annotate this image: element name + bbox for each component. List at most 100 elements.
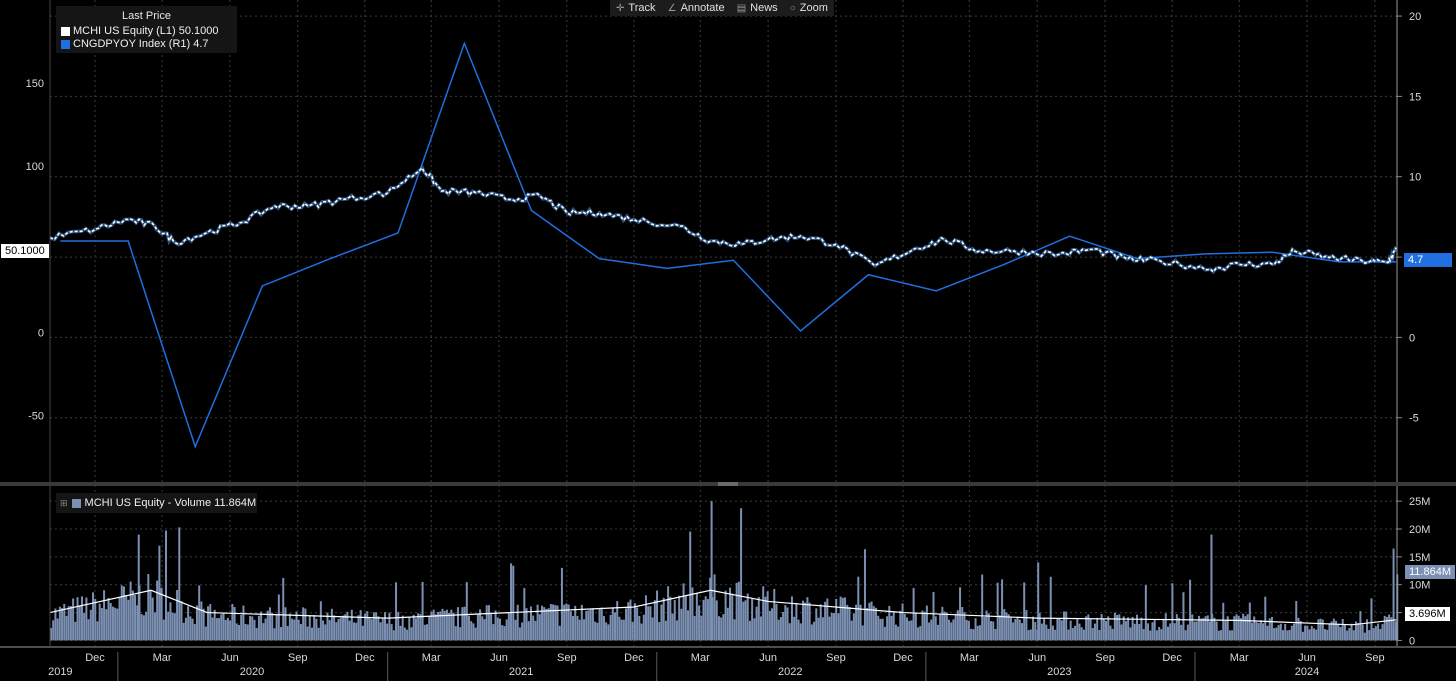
- volume-bar: [1113, 612, 1116, 641]
- volume-bar: [735, 582, 738, 641]
- volume-bar: [917, 627, 920, 641]
- volume-bar: [897, 626, 900, 641]
- volume-bar: [832, 612, 835, 641]
- panel-resize-handle[interactable]: [718, 482, 738, 486]
- expand-icon[interactable]: ⊞: [60, 497, 68, 508]
- volume-bar: [967, 620, 970, 641]
- volume-legend-swatch: [71, 498, 81, 508]
- volume-bar: [92, 592, 95, 641]
- volume-bar: [684, 595, 687, 641]
- volume-bar: [386, 623, 389, 641]
- news-button[interactable]: ▤ News: [737, 2, 778, 14]
- volume-bar: [1009, 616, 1012, 641]
- volume-bar: [483, 619, 486, 641]
- volume-bar: [1029, 629, 1032, 641]
- volume-bar: [565, 603, 568, 641]
- volume-bar: [452, 612, 455, 641]
- volume-bar: [202, 608, 205, 641]
- volume-bar: [1107, 616, 1110, 641]
- volume-bar: [1100, 614, 1103, 641]
- volume-bar: [437, 611, 440, 641]
- volume-bar: [722, 614, 725, 641]
- volume-legend-label: MCHI US Equity - Volume 11.864M: [84, 497, 257, 509]
- volume-bar: [642, 614, 645, 641]
- volume-bar: [764, 596, 767, 641]
- volume-bar: [675, 620, 678, 641]
- volume-peak-bar: [1392, 548, 1395, 641]
- volume-bar: [883, 626, 886, 641]
- volume-bar: [399, 625, 402, 641]
- volume-bar: [848, 606, 851, 641]
- volume-bar: [1324, 629, 1327, 641]
- track-button[interactable]: ✛ Track: [616, 2, 655, 14]
- volume-bar: [1096, 617, 1099, 641]
- volume-bar: [855, 604, 858, 641]
- volume-bar: [808, 602, 811, 641]
- volume-bar: [1388, 614, 1391, 641]
- magnifier-icon: ○: [789, 2, 796, 14]
- volume-bar: [383, 612, 386, 641]
- volume-bar: [678, 595, 681, 641]
- volume-bar: [1295, 601, 1298, 641]
- volume-bar: [662, 597, 665, 641]
- volume-bar: [204, 626, 207, 641]
- annotate-button[interactable]: ∠ Annotate: [668, 2, 725, 14]
- volume-bar: [1244, 616, 1247, 641]
- legend-entry-mchi[interactable]: MCHI US Equity (L1) 50.1000: [61, 25, 219, 37]
- volume-bar: [1279, 623, 1282, 641]
- volume-bar: [229, 620, 232, 641]
- volume-bar: [78, 605, 81, 641]
- volume-bar: [729, 587, 732, 641]
- volume-bar: [521, 622, 524, 641]
- volume-panel: [49, 501, 1399, 641]
- volume-bar: [852, 613, 855, 641]
- volume-bar: [1321, 619, 1324, 641]
- volume-bar: [417, 613, 420, 641]
- volume-bar: [80, 596, 83, 641]
- volume-bar: [583, 619, 586, 641]
- volume-bar: [1319, 618, 1322, 641]
- price-legend[interactable]: Last Price MCHI US Equity (L1) 50.1000 C…: [56, 6, 237, 53]
- volume-bar: [503, 626, 506, 641]
- volume-bar: [1173, 623, 1176, 641]
- volume-bar: [122, 586, 125, 641]
- volume-bar: [996, 582, 999, 641]
- volume-bar: [1158, 627, 1161, 641]
- volume-bar: [1160, 629, 1163, 641]
- volume-bar: [587, 610, 590, 641]
- volume-bar: [315, 618, 318, 641]
- volume-bar: [50, 627, 52, 641]
- volume-bar: [704, 596, 707, 641]
- volume-bar: [474, 627, 477, 641]
- volume-bar: [589, 609, 592, 641]
- volume-bar: [607, 624, 610, 641]
- volume-bar: [505, 619, 508, 641]
- volume-bar: [284, 607, 287, 641]
- volume-bar: [494, 610, 497, 641]
- volume-bar: [1217, 630, 1220, 641]
- volume-bar: [379, 622, 382, 641]
- volume-y-tick-label: 25M: [1409, 496, 1430, 508]
- legend-entry-gdp[interactable]: CNGDPYOY Index (R1) 4.7: [61, 38, 209, 50]
- volume-bar: [268, 607, 271, 641]
- volume-bar: [184, 617, 187, 641]
- volume-peak-bar: [710, 501, 713, 641]
- volume-bar: [266, 610, 269, 641]
- volume-bar: [821, 617, 824, 641]
- volume-bar: [817, 617, 820, 641]
- volume-bar: [806, 597, 809, 641]
- volume-bar: [1372, 628, 1375, 641]
- zoom-button[interactable]: ○ Zoom: [790, 2, 828, 14]
- volume-bar: [1040, 623, 1043, 641]
- volume-bar: [1012, 622, 1015, 641]
- volume-bar: [1169, 623, 1172, 641]
- volume-bar: [244, 623, 247, 641]
- volume-legend[interactable]: ⊞ MCHI US Equity - Volume 11.864M: [56, 493, 257, 513]
- volume-bar: [443, 610, 446, 641]
- volume-bar: [1067, 629, 1070, 641]
- gdp-last-badge: 4.7: [1404, 253, 1452, 267]
- volume-bar: [1354, 621, 1357, 641]
- volume-bar: [545, 608, 548, 641]
- volume-bar: [948, 619, 950, 641]
